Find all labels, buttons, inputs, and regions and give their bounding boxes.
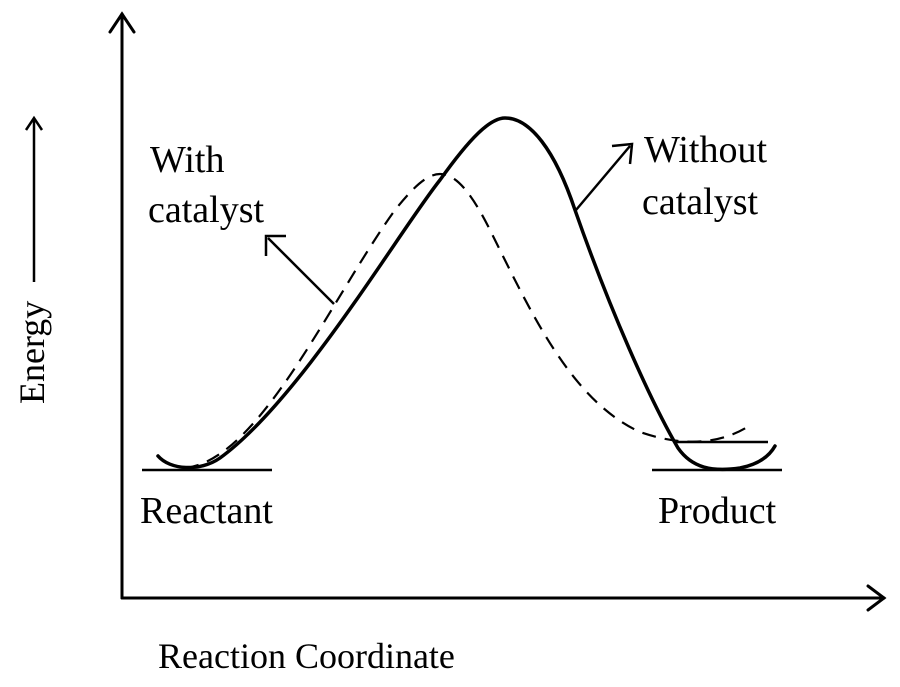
without-catalyst-pointer-arrowhead [611, 142, 634, 165]
with-catalyst-label-line2: catalyst [148, 189, 265, 231]
axes [108, 11, 887, 612]
without-catalyst-label-line1: Without [644, 129, 767, 171]
y-axis-arrowhead [108, 11, 136, 34]
with-catalyst-label-line1: With [150, 139, 224, 181]
reactant-label: Reactant [140, 490, 273, 532]
with-catalyst-pointer [267, 237, 335, 305]
y-axis-label-group: Energy [12, 115, 52, 404]
y-axis-label: Energy [12, 301, 52, 404]
y-axis-label-arrowhead [24, 115, 44, 131]
without-catalyst-curve [156, 116, 777, 472]
with-catalyst-pointer-arrowhead [264, 234, 286, 256]
without-catalyst-label-line2: catalyst [642, 181, 759, 223]
x-axis-arrowhead [866, 584, 887, 612]
x-axis-label: Reaction Coordinate [158, 636, 455, 676]
without-catalyst-pointer [575, 145, 631, 211]
product-label: Product [658, 490, 777, 532]
with-catalyst-curve [184, 172, 753, 470]
